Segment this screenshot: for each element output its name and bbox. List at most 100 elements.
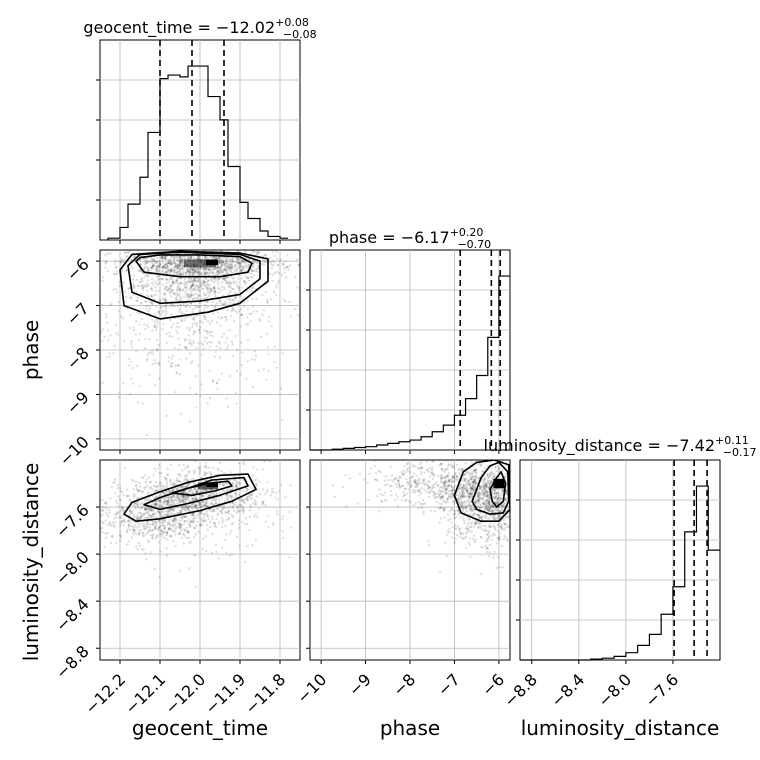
sample-point bbox=[169, 481, 172, 484]
sample-point bbox=[181, 289, 184, 292]
sample-point bbox=[284, 260, 287, 263]
sample-point bbox=[109, 252, 112, 255]
sample-point bbox=[148, 260, 151, 263]
sample-point bbox=[457, 497, 461, 500]
sample-point bbox=[486, 508, 489, 511]
sample-point bbox=[192, 520, 196, 523]
sample-point bbox=[243, 301, 246, 304]
sample-point bbox=[179, 303, 182, 306]
sample-point bbox=[372, 309, 374, 311]
sample-point bbox=[238, 262, 241, 265]
sample-point bbox=[127, 494, 131, 498]
sample-point bbox=[181, 499, 184, 503]
sample-point bbox=[173, 262, 177, 265]
sample-point bbox=[276, 264, 279, 267]
sample-point bbox=[202, 292, 205, 295]
sample-point bbox=[538, 497, 540, 499]
sample-point bbox=[405, 478, 408, 481]
sample-point bbox=[427, 491, 430, 494]
sample-point bbox=[404, 499, 407, 502]
sample-point bbox=[167, 496, 171, 500]
sample-point bbox=[438, 492, 441, 496]
sample-point bbox=[183, 250, 187, 251]
sample-point bbox=[187, 505, 190, 508]
title-geocent-time-prefix: geocent_time = bbox=[83, 18, 216, 38]
sample-point bbox=[178, 255, 182, 258]
sample-point bbox=[192, 307, 195, 311]
sample-point bbox=[456, 490, 459, 493]
sample-point bbox=[163, 512, 166, 516]
sample-point bbox=[177, 293, 180, 296]
sample-point bbox=[147, 539, 150, 542]
sample-point bbox=[210, 551, 214, 555]
sample-point bbox=[192, 470, 195, 473]
sample-point bbox=[282, 298, 285, 301]
sample-point bbox=[196, 306, 200, 309]
sample-point bbox=[144, 337, 147, 341]
sample-point bbox=[166, 500, 170, 503]
sample-point bbox=[148, 516, 152, 519]
sample-point bbox=[252, 274, 255, 277]
sample-point bbox=[136, 503, 140, 507]
sample-point bbox=[165, 299, 168, 302]
sample-point bbox=[174, 298, 178, 301]
sample-point bbox=[237, 309, 240, 312]
sample-point bbox=[123, 521, 127, 524]
sample-point bbox=[134, 501, 137, 505]
sample-point bbox=[178, 569, 181, 572]
sample-point bbox=[182, 500, 185, 503]
sample-point bbox=[243, 266, 246, 270]
title-phase-prefix: phase = bbox=[329, 228, 401, 247]
sample-point bbox=[221, 526, 224, 529]
sample-point bbox=[464, 479, 467, 483]
sample-point bbox=[190, 277, 193, 281]
sample-point bbox=[453, 513, 456, 516]
sample-point bbox=[136, 284, 140, 287]
sample-point bbox=[471, 488, 474, 491]
sample-point bbox=[275, 366, 278, 369]
sample-point bbox=[200, 517, 203, 520]
sample-point bbox=[475, 500, 478, 504]
sample-point bbox=[492, 505, 495, 508]
sample-point bbox=[177, 480, 180, 483]
sample-point bbox=[187, 267, 190, 271]
sample-point bbox=[236, 285, 240, 289]
sample-point bbox=[403, 494, 406, 497]
sample-point bbox=[213, 292, 217, 295]
sample-point bbox=[139, 269, 142, 272]
sample-point bbox=[250, 269, 253, 273]
sample-point bbox=[136, 311, 139, 314]
sample-point bbox=[146, 274, 149, 277]
sample-point bbox=[128, 518, 131, 522]
sample-point bbox=[125, 543, 129, 546]
sample-point bbox=[227, 218, 229, 220]
sample-point bbox=[459, 494, 463, 498]
sample-point bbox=[204, 272, 207, 276]
sample-point bbox=[407, 483, 410, 486]
sample-point bbox=[515, 506, 517, 508]
sample-point bbox=[494, 496, 497, 499]
sample-point bbox=[498, 538, 501, 541]
sample-point bbox=[458, 485, 461, 488]
sample-point bbox=[262, 309, 265, 312]
sample-point bbox=[153, 260, 156, 263]
sample-point bbox=[147, 513, 151, 516]
sample-point bbox=[288, 301, 291, 304]
sample-point bbox=[168, 246, 170, 248]
sample-point bbox=[231, 277, 234, 280]
sample-point bbox=[119, 261, 123, 265]
sample-point bbox=[148, 307, 152, 311]
sample-point bbox=[236, 311, 239, 314]
sample-point bbox=[188, 542, 191, 545]
sample-point bbox=[194, 375, 197, 378]
sample-point bbox=[271, 279, 274, 283]
sample-point bbox=[200, 284, 203, 287]
sample-point bbox=[113, 525, 116, 529]
sample-point bbox=[203, 471, 207, 474]
sample-point bbox=[450, 521, 454, 524]
sample-point bbox=[516, 490, 518, 492]
sample-point bbox=[177, 233, 179, 235]
sample-point bbox=[483, 507, 487, 510]
sample-point bbox=[179, 261, 182, 264]
sample-point bbox=[146, 289, 149, 292]
